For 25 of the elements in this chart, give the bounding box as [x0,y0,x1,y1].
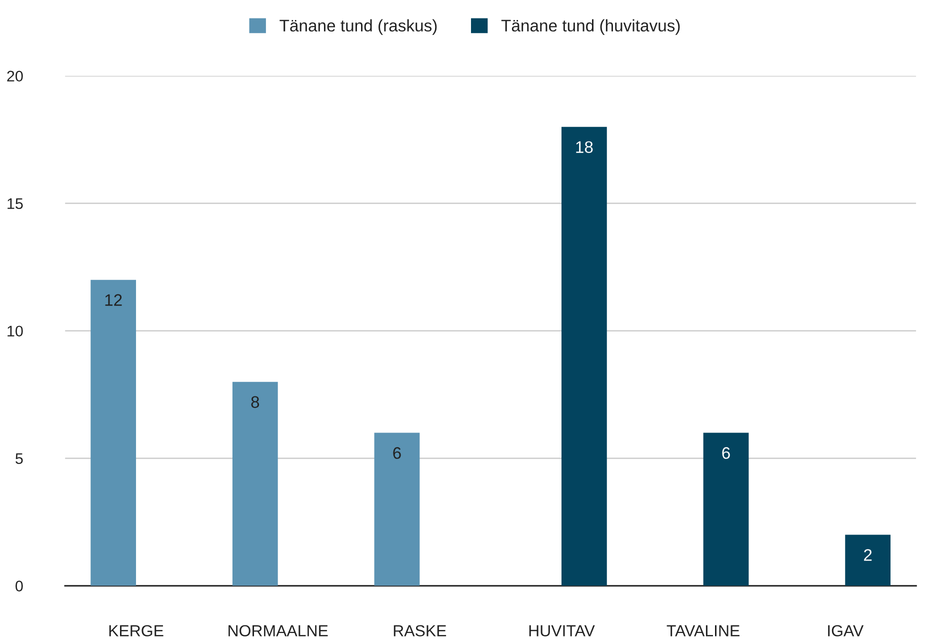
bar [374,432,420,586]
bar [561,126,607,586]
y-tick-label: 5 [16,453,23,464]
data-label: 6 [393,447,401,459]
data-label: 8 [251,396,260,408]
x-tick-label: HUVITAV [529,625,595,636]
data-label: 18 [576,141,593,153]
y-tick-label: 15 [8,198,23,210]
bar [703,432,749,586]
y-tick-label: 0 [16,580,23,592]
legend-label: Tänane tund (huvitavus) [501,19,680,35]
data-label: 12 [105,294,122,306]
x-tick-label: NORMAALNE [228,625,328,636]
data-label: 6 [722,447,730,459]
x-tick-label: IGAV [828,625,864,636]
bar [232,382,278,586]
x-tick-label: KERGE [109,625,164,636]
y-tick-label: 20 [7,70,23,82]
legend-label: Tänane tund (raskus) [280,19,437,35]
bar [845,534,891,586]
data-label: 2 [864,549,872,561]
x-tick-label: RASKE [394,625,446,636]
bar [90,280,136,586]
y-tick-label: 10 [8,326,23,337]
x-tick-label: TAVALINE [666,625,740,636]
